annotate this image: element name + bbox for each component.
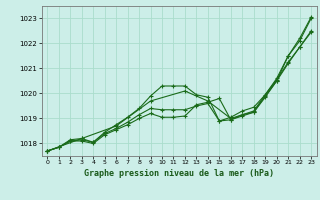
X-axis label: Graphe pression niveau de la mer (hPa): Graphe pression niveau de la mer (hPa)	[84, 169, 274, 178]
